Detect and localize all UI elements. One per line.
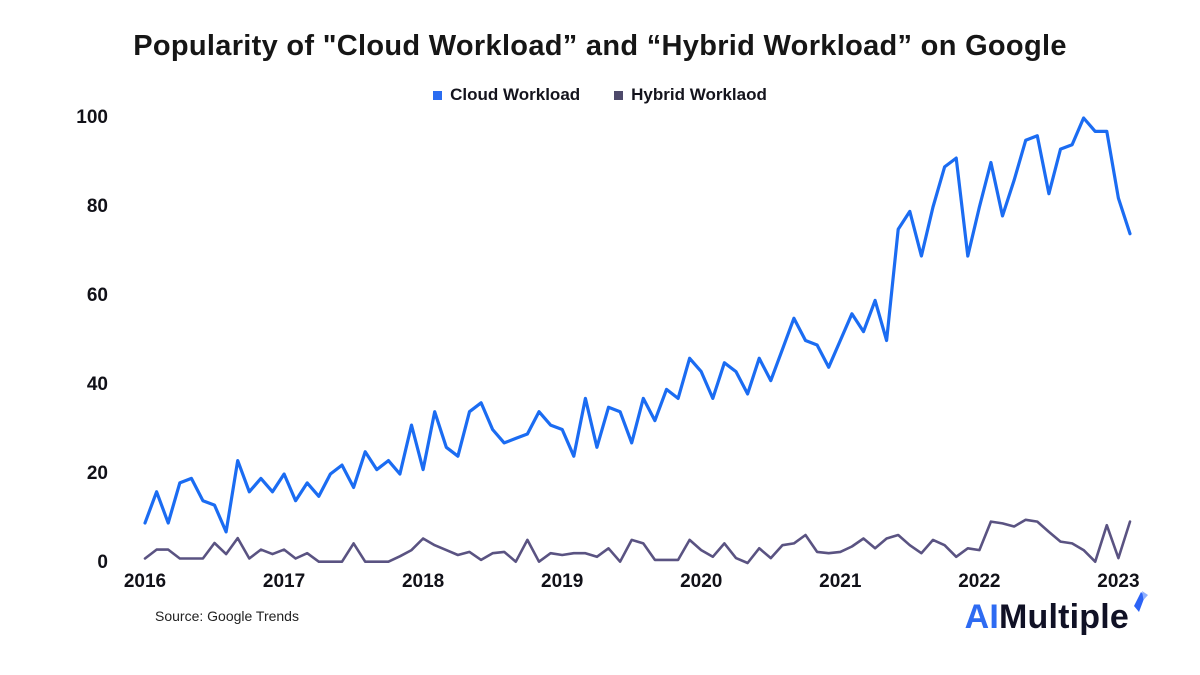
y-tick-label: 20 [86, 463, 108, 484]
legend-item-cloud-workload: Cloud Workload [433, 85, 580, 105]
x-tick-label: 2019 [541, 571, 584, 592]
chart-title: Popularity of "Cloud Workload” and “Hybr… [133, 30, 1067, 62]
cloud-workload-line [143, 116, 1132, 534]
x-tick-label: 2020 [680, 571, 723, 592]
source-note: Source: Google Trends [155, 608, 299, 624]
y-tick-label: 80 [86, 196, 108, 217]
logo-text-multiple: Multiple [998, 598, 1129, 636]
aimultiple-logo: AI Multiple [964, 591, 1148, 637]
x-tick-label: 2016 [123, 571, 167, 592]
bolt-icon-accent [1142, 591, 1148, 600]
x-tick-label: 2022 [958, 571, 1001, 592]
legend-item-hybrid-workload: Hybrid Worklaod [614, 85, 767, 105]
bolt-icon-main [1134, 592, 1145, 612]
y-tick-label: 40 [86, 374, 108, 395]
x-tick-label: 2017 [262, 571, 306, 592]
y-tick-label: 60 [86, 285, 108, 306]
y-tick-label: 0 [97, 552, 108, 573]
x-tick-label: 2018 [401, 571, 445, 592]
legend: Cloud Workload Hybrid Worklaod [0, 85, 1200, 105]
logo-text-ai: AI [964, 598, 999, 636]
legend-label-cloud-workload: Cloud Workload [450, 85, 581, 104]
hybrid-workload-line [143, 518, 1132, 565]
hybrid-workload-legend-marker-icon [614, 90, 624, 100]
x-tick-label: 2023 [1097, 571, 1140, 592]
y-tick-label: 100 [76, 107, 108, 128]
cloud-workload-legend-marker-icon [433, 90, 443, 100]
x-tick-label: 2021 [819, 571, 862, 592]
bolt-icon [1130, 584, 1149, 623]
legend-label-hybrid-workload: Hybrid Worklaod [631, 85, 767, 104]
